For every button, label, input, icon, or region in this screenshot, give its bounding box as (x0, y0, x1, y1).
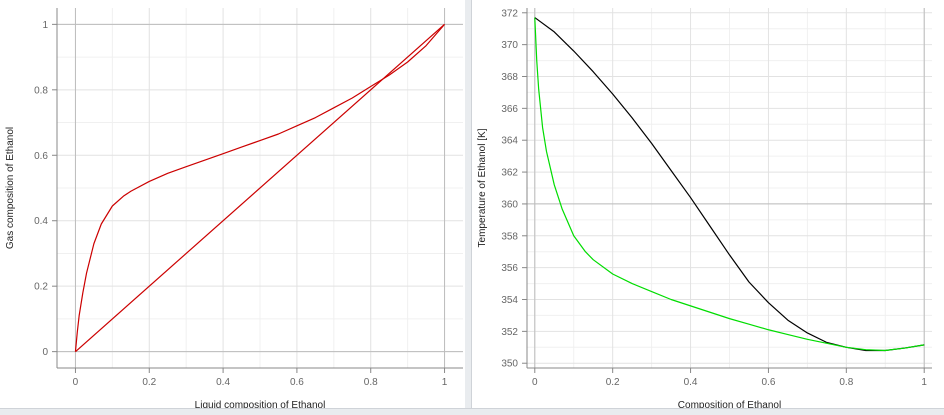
xy-equilibrium-chart: 0 0.2 0.4 0.6 0.8 1 0 0.2 0.4 0.6 0.8 1 Liquid compo… (5, 8, 463, 411)
txy-diagram-chart: 0 0.2 0.4 0.6 0.8 1 350 352 354 356 358 360 362 364 36… (477, 8, 932, 411)
y-tick-label: 354 (501, 295, 518, 306)
x-tick-label: 0 (532, 377, 538, 388)
y-tick-label: 368 (501, 72, 518, 83)
y-tick-label: 366 (501, 104, 518, 115)
x-tick-label: 0.6 (761, 377, 775, 388)
x-tick-label: 1 (921, 377, 927, 388)
x-tick-label: 1 (442, 377, 448, 388)
y-tick-label: 352 (501, 327, 518, 338)
x-tick-label: 0.4 (216, 377, 230, 388)
right-chart-panel: 0 0.2 0.4 0.6 0.8 1 350 352 354 356 358 360 362 364 36… (471, 0, 944, 411)
y-tick-label: 362 (501, 168, 518, 179)
x-tick-label: 0.4 (684, 377, 698, 388)
x-tick-label: 0.8 (839, 377, 853, 388)
x-tick-label: 0.6 (290, 377, 304, 388)
y-axis-title: Gas composition of Ethanol (5, 127, 16, 249)
y-tick-label: 370 (501, 40, 518, 51)
y-tick-label: 0.6 (34, 151, 48, 162)
x-axis-title: Liquid composition of Ethanol (195, 400, 326, 411)
y-tick-label: 1 (42, 20, 48, 31)
y-tick-label: 372 (501, 8, 518, 19)
y-tick-label: 350 (501, 359, 518, 370)
y-tick-label: 360 (501, 199, 518, 210)
y-tick-label: 0.8 (34, 85, 48, 96)
y-tick-label: 358 (501, 231, 518, 242)
y-tick-label: 0.4 (34, 216, 48, 227)
x-tick-label: 0 (73, 377, 79, 388)
series-line-1 (74, 23, 446, 352)
x-tick-label: 0.2 (606, 377, 620, 388)
x-tick-label: 0.8 (364, 377, 378, 388)
y-tick-label: 356 (501, 263, 518, 274)
y-tick-label: 0.2 (34, 282, 48, 293)
series-line-2 (534, 17, 925, 352)
y-axis-title: Temperature of Ethanol [K] (477, 128, 488, 247)
y-tick-label: 364 (501, 136, 518, 147)
bottom-strip (0, 408, 944, 415)
x-tick-label: 0.2 (142, 377, 156, 388)
x-axis-title: Composition of Ethanol (678, 400, 781, 411)
left-chart-panel: 0 0.2 0.4 0.6 0.8 1 0 0.2 0.4 0.6 0.8 1 Liquid compo… (0, 0, 465, 411)
y-tick-label: 0 (42, 347, 48, 358)
series-line-2 (75, 23, 445, 353)
